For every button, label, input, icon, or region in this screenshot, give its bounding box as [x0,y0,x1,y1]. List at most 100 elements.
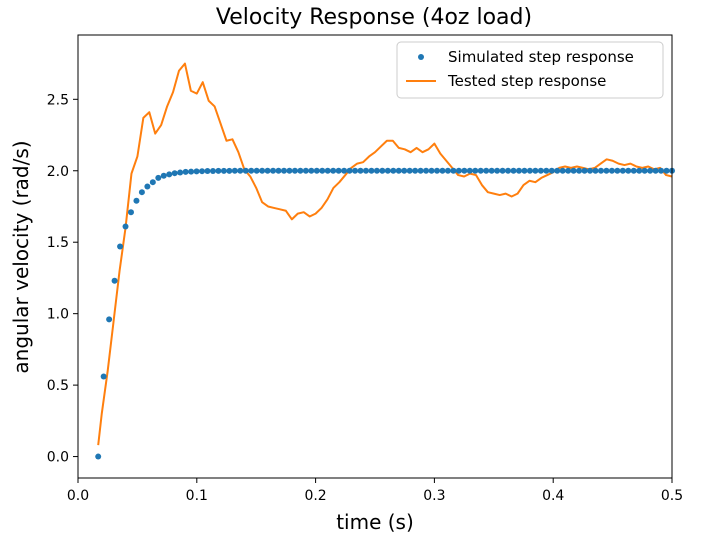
simulated-data-point [663,167,670,174]
simulated-data-point [248,167,255,174]
simulated-data-point [231,167,238,174]
simulated-data-point [291,167,298,174]
x-tick-label: 0.2 [304,488,326,504]
x-tick-label: 0.5 [661,488,683,504]
simulated-data-point [95,453,102,460]
simulated-data-point [226,167,233,174]
simulated-data-point [428,167,435,174]
simulated-data-point [444,167,451,174]
simulated-data-point [324,167,331,174]
simulated-data-point [641,167,648,174]
simulated-data-point [592,167,599,174]
simulated-data-point [117,243,124,250]
simulated-data-point [264,167,271,174]
x-tick-label: 0.0 [67,488,89,504]
simulated-data-point [401,167,408,174]
simulated-data-point [625,167,632,174]
legend-simulated-label: Simulated step response [448,48,634,66]
simulated-data-point [570,167,577,174]
simulated-data-point [505,167,512,174]
simulated-data-point [406,167,413,174]
simulated-data-point [188,168,195,175]
simulated-data-point [346,167,353,174]
simulated-data-point [171,170,178,177]
simulated-data-point [281,167,287,174]
simulated-data-point [532,167,539,174]
y-axis-ticks: 0.0 0.5 1.0 1.5 2.0 2.5 [47,92,78,466]
simulated-data-point [543,167,550,174]
simulated-data-point [286,167,293,174]
simulated-data-point [177,169,184,176]
simulated-data-point [494,167,501,174]
y-tick-label: 0.0 [47,450,69,466]
simulated-data-point [352,167,359,174]
simulated-data-point [483,167,490,174]
simulated-data-point [335,167,342,174]
simulated-data-point [614,167,621,174]
simulated-data-point [160,172,167,179]
simulated-data-point [357,167,364,174]
simulated-data-point [537,167,544,174]
simulated-data-point [270,167,277,174]
simulated-data-point [581,167,588,174]
simulated-data-point [144,183,151,190]
simulated-data-point [127,209,134,216]
simulated-data-point [450,167,457,174]
simulated-data-point [658,167,665,174]
legend: Simulated step response Tested step resp… [396,41,664,99]
simulated-data-point [100,373,107,380]
simulated-data-point [199,168,206,175]
simulated-data-point [477,167,484,174]
simulated-data-point [434,167,441,174]
simulated-data-point [193,168,200,175]
simulated-data-point [362,167,369,174]
x-tick-label: 0.3 [423,488,445,504]
legend-simulated-marker [418,54,424,60]
simulated-data-point [313,167,320,174]
simulated-data-point [133,197,140,204]
simulated-data-point [220,167,227,174]
simulated-series-markers [95,167,675,460]
simulated-data-point [204,168,211,175]
simulated-data-point [155,174,162,181]
simulated-data-point [488,167,495,174]
simulated-data-point [597,167,604,174]
simulated-data-point [423,167,430,174]
simulated-data-point [472,167,479,174]
simulated-data-point [587,167,594,174]
y-axis-label: angular velocity (rad/s) [9,140,33,373]
simulated-data-point [526,167,533,174]
simulated-data-point [466,167,473,174]
y-tick-label: 2.5 [47,92,69,108]
simulated-data-point [576,167,583,174]
simulated-data-point [368,167,375,174]
simulated-data-point [619,167,626,174]
simulated-data-point [455,167,462,174]
x-tick-label: 0.4 [542,488,564,504]
legend-box [396,41,664,99]
simulated-data-point [554,167,561,174]
y-tick-label: 2.0 [47,164,69,180]
tested-series-line [97,62,673,446]
simulated-data-point [379,167,386,174]
simulated-data-point [182,168,189,175]
simulated-data-point [215,167,222,174]
y-tick-label: 1.0 [47,307,69,323]
simulated-data-point [499,167,506,174]
simulated-data-point [111,277,118,284]
chart-title: Velocity Response (4oz load) [216,5,532,30]
simulated-data-point [559,167,566,174]
simulated-data-point [390,167,397,174]
plot-frame [77,34,673,479]
simulated-data-point [647,167,654,174]
simulated-data-point [395,167,402,174]
simulated-data-point [341,167,348,174]
simulated-data-point [652,167,659,174]
simulated-data-point [515,167,522,174]
simulated-data-point [319,167,326,174]
y-tick-label: 1.5 [47,235,69,251]
simulated-data-point [603,167,610,174]
simulated-data-point [253,167,260,174]
simulated-data-point [122,223,129,230]
